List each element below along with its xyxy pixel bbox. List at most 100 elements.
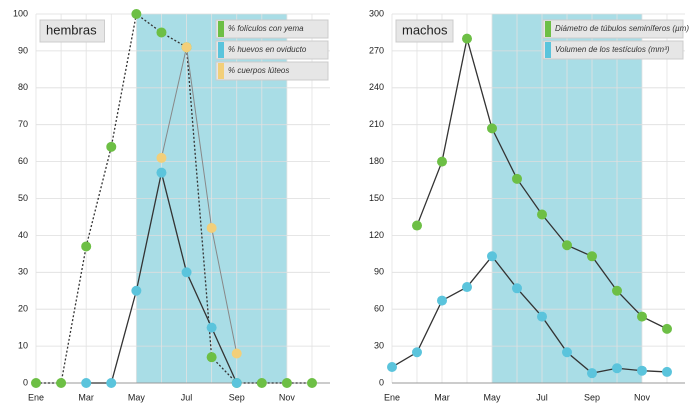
data-point	[662, 366, 672, 377]
legend-swatch	[545, 42, 551, 58]
y-tick-label: 150	[369, 193, 384, 203]
x-tick-label: Sep	[584, 392, 600, 402]
y-tick-label: 40	[18, 230, 28, 240]
data-point	[587, 368, 597, 379]
data-point	[487, 251, 497, 262]
data-point	[412, 220, 422, 231]
data-point	[512, 173, 522, 184]
series-line	[160, 47, 238, 354]
y-tick-label: 120	[369, 230, 384, 240]
data-point	[412, 347, 422, 358]
x-tick-label: May	[128, 392, 146, 402]
legend-box	[215, 19, 329, 39]
data-point	[387, 362, 397, 373]
data-point	[256, 378, 267, 388]
title-box	[39, 19, 105, 43]
x-tick-label: Mar	[78, 392, 94, 402]
y-tick-label: 30	[374, 340, 384, 350]
data-point	[462, 282, 472, 293]
legend-label: % huevos en oviducto	[228, 45, 307, 54]
y-tick-label: 210	[369, 119, 384, 129]
panel-title: hembras	[46, 22, 97, 37]
data-point	[156, 152, 167, 163]
legend-swatch	[218, 63, 224, 79]
data-point	[637, 365, 647, 376]
data-point	[131, 285, 142, 296]
x-tick-label: Ene	[384, 392, 400, 402]
data-point	[231, 348, 242, 359]
data-point	[587, 251, 597, 262]
legend-label: Diámetro de túbulos seminíferos (µm)	[555, 24, 689, 33]
y-tick-label: 180	[369, 156, 384, 166]
data-point	[131, 9, 142, 19]
data-point	[281, 378, 292, 388]
data-point	[562, 347, 572, 358]
data-point	[537, 311, 547, 322]
data-point	[56, 378, 67, 388]
legend-box	[542, 19, 684, 39]
y-tick-label: 60	[18, 156, 28, 166]
legend-box	[542, 40, 684, 60]
data-point	[612, 363, 622, 374]
y-tick-label: 20	[18, 304, 28, 314]
data-point	[206, 322, 217, 333]
y-tick-label: 90	[18, 45, 28, 55]
x-tick-label: Nov	[279, 392, 296, 402]
data-point	[81, 378, 92, 388]
y-tick-label: 270	[369, 45, 384, 55]
data-point	[612, 285, 622, 296]
x-tick-label: Sep	[229, 392, 245, 402]
series-line	[36, 12, 312, 384]
data-point	[437, 156, 447, 167]
x-tick-label: May	[483, 392, 501, 402]
data-point	[156, 27, 167, 38]
data-point	[637, 311, 647, 322]
y-tick-label: 100	[13, 8, 28, 18]
legend-box	[215, 40, 329, 60]
x-tick-label: Jul	[181, 392, 193, 402]
data-point	[206, 352, 217, 363]
y-tick-label: 0	[23, 377, 28, 387]
y-tick-label: 30	[18, 267, 28, 277]
data-point	[106, 141, 117, 152]
y-tick-label: 90	[374, 267, 384, 277]
y-tick-label: 60	[374, 304, 384, 314]
legend-label: % folículos con yema	[228, 24, 304, 33]
title-box	[395, 19, 454, 43]
data-point	[81, 241, 92, 252]
data-point	[437, 295, 447, 306]
legend-swatch	[545, 21, 551, 37]
y-tick-label: 50	[18, 193, 28, 203]
legend-box	[215, 61, 329, 81]
panel-title: machos	[402, 22, 448, 37]
data-point	[206, 223, 217, 234]
data-point	[487, 123, 497, 134]
data-point	[537, 209, 547, 220]
data-point	[231, 378, 242, 388]
data-point	[31, 378, 41, 388]
data-point	[662, 323, 672, 334]
y-tick-label: 10	[18, 340, 28, 350]
data-point	[562, 240, 572, 251]
data-point	[106, 378, 117, 388]
data-point	[181, 42, 192, 53]
legend-swatch	[218, 21, 224, 37]
y-tick-label: 70	[18, 119, 28, 129]
x-tick-label: Nov	[634, 392, 651, 402]
legend-label: Volumen de los testículos (mm³)	[555, 45, 670, 54]
legend-swatch	[218, 42, 224, 58]
data-point	[181, 267, 192, 278]
data-point	[512, 283, 522, 294]
x-tick-label: Ene	[28, 392, 44, 402]
y-tick-label: 80	[18, 82, 28, 92]
y-tick-label: 300	[369, 8, 384, 18]
x-tick-label: Jul	[536, 392, 548, 402]
y-tick-label: 240	[369, 82, 384, 92]
y-tick-label: 0	[379, 377, 384, 387]
data-point	[462, 33, 472, 44]
x-tick-label: Mar	[434, 392, 450, 402]
data-point	[307, 378, 317, 388]
data-point	[156, 167, 167, 178]
legend-label: % cuerpos lúteos	[228, 66, 289, 75]
